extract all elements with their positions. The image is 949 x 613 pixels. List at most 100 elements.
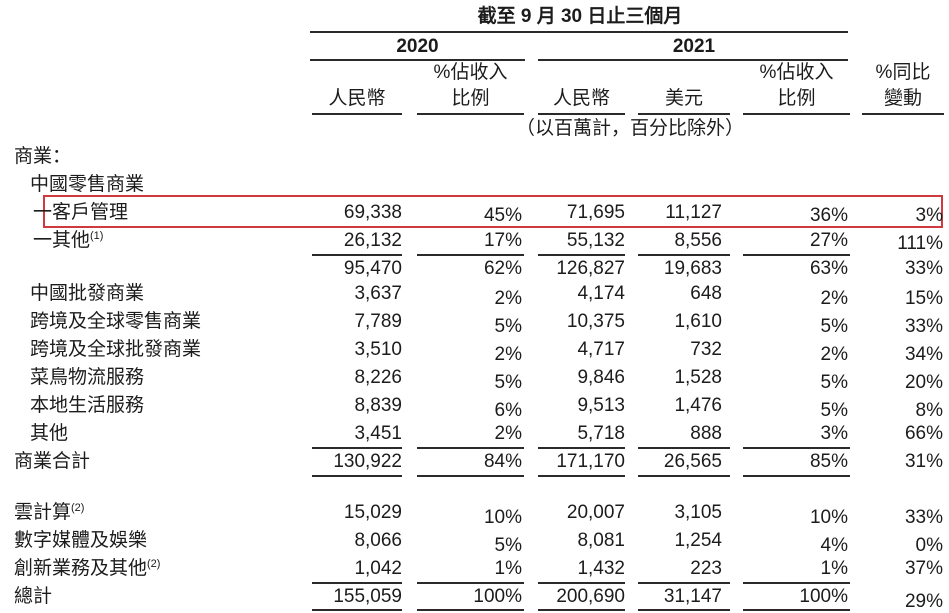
column-rule: [638, 582, 730, 584]
cell-rmb-2021: 200,690: [556, 586, 625, 607]
col-yoy-header-line1: %同比: [875, 62, 931, 83]
column-rule: [638, 475, 730, 477]
cell-yoy-change: 33%: [904, 507, 943, 528]
column-rule: [638, 609, 730, 611]
col-2021-rmb-header: 人民幣: [552, 88, 610, 109]
row-label: 本地生活服務: [30, 395, 144, 417]
cell-usd-2021: 11,127: [665, 202, 722, 223]
cell-pct-2021: 36%: [809, 205, 848, 226]
cell-pct-2021: 4%: [820, 535, 848, 556]
cell-yoy-change: 29%: [904, 591, 943, 612]
cell-pct-2020: 84%: [483, 451, 522, 472]
col-rule: [538, 113, 625, 115]
year-2020-rule: [310, 59, 525, 61]
column-rule: [743, 475, 850, 477]
cell-rmb-2021: 8,081: [577, 530, 625, 551]
cell-yoy-change: 8%: [915, 400, 943, 421]
cell-pct-2020: 6%: [494, 400, 522, 421]
cell-rmb-2021: 4,717: [577, 339, 625, 360]
cell-rmb-2021: 9,513: [577, 395, 625, 416]
cell-pct-2020: 45%: [483, 205, 522, 226]
col-rule: [862, 113, 944, 115]
cell-pct-2021: 100%: [799, 586, 848, 607]
cell-usd-2021: 732: [690, 339, 722, 360]
cell-usd-2021: 31,147: [663, 586, 722, 607]
cell-yoy-change: 31%: [904, 451, 943, 472]
cell-pct-2020: 62%: [483, 258, 522, 279]
cell-pct-2021: 5%: [820, 372, 848, 393]
cell-rmb-2020: 8,839: [354, 395, 402, 416]
row-label: 其他: [30, 423, 68, 445]
column-rule: [743, 582, 850, 584]
cell-usd-2021: 1,610: [674, 311, 722, 332]
row-label-text: 一客戶管理: [33, 202, 129, 223]
row-label-text: 一其他: [33, 230, 91, 251]
column-rule: [417, 475, 524, 477]
cell-pct-2021: 2%: [820, 288, 848, 309]
cell-rmb-2020: 3,510: [354, 339, 402, 360]
cell-rmb-2021: 5,718: [577, 423, 625, 444]
row-label: 跨境及全球批發商業: [30, 339, 201, 361]
cell-rmb-2020: 130,922: [333, 451, 402, 472]
header-rule-top: [310, 31, 848, 33]
cell-pct-2021: 85%: [809, 451, 848, 472]
row-label-text: 總計: [14, 586, 53, 607]
cell-yoy-change: 20%: [904, 372, 943, 393]
row-label: 數字媒體及娛樂: [14, 530, 147, 552]
row-label-text: 雲計算: [14, 502, 72, 523]
column-rule: [538, 254, 625, 256]
cell-yoy-change: 0%: [915, 535, 943, 556]
cell-pct-2021: 1%: [820, 558, 848, 579]
year-2021-rule: [538, 59, 848, 61]
cell-yoy-change: 34%: [904, 344, 943, 365]
cell-pct-2020: 5%: [494, 316, 522, 337]
cell-yoy-change: 111%: [897, 233, 943, 254]
cell-rmb-2020: 3,451: [354, 423, 402, 444]
column-rule: [417, 609, 524, 611]
column-rule: [417, 447, 524, 449]
cell-rmb-2020: 69,338: [343, 202, 402, 223]
column-rule: [417, 254, 524, 256]
column-rule: [312, 582, 402, 584]
cell-rmb-2020: 155,059: [333, 586, 402, 607]
col-2020-rmb-header: 人民幣: [328, 88, 386, 109]
row-label-text: 本地生活服務: [30, 395, 145, 416]
row-label: 總計: [14, 586, 52, 608]
cell-yoy-change: 33%: [904, 258, 943, 279]
cell-usd-2021: 888: [690, 423, 722, 444]
row-label-text: 跨境及全球批發商業: [30, 339, 202, 360]
cell-usd-2021: 1,528: [674, 367, 722, 388]
col-rule: [312, 113, 402, 115]
cell-rmb-2021: 1,432: [577, 558, 625, 579]
column-rule: [538, 609, 625, 611]
column-rule: [312, 447, 402, 449]
cell-rmb-2021: 4,174: [577, 283, 625, 304]
col-rule: [417, 113, 524, 115]
col-yoy-header-line2: 變動: [883, 88, 922, 109]
col-2020-pct-header-line1: %佔收入: [433, 62, 508, 83]
footnote-marker: (1): [90, 230, 104, 242]
cell-rmb-2021: 171,170: [556, 451, 625, 472]
cell-pct-2021: 5%: [820, 316, 848, 337]
row-label-text: 跨境及全球零售商業: [30, 311, 202, 332]
cell-yoy-change: 3%: [915, 205, 943, 226]
cell-rmb-2020: 95,470: [343, 258, 402, 279]
col-2021-usd-header: 美元: [664, 88, 703, 109]
column-rule: [538, 447, 625, 449]
footnote-marker: (2): [71, 502, 85, 514]
cell-pct-2020: 2%: [494, 288, 522, 309]
cell-rmb-2020: 8,226: [354, 367, 402, 388]
china-retail-label: 中國零售商業: [30, 174, 145, 195]
cell-pct-2020: 2%: [494, 344, 522, 365]
row-label: 一客戶管理: [33, 202, 128, 224]
cell-rmb-2021: 71,695: [566, 202, 625, 223]
col-rule: [743, 113, 850, 115]
column-rule: [743, 254, 850, 256]
column-rule: [538, 475, 625, 477]
cell-usd-2021: 3,105: [674, 502, 722, 523]
cell-usd-2021: 1,476: [674, 395, 722, 416]
col-2020-pct-header-line2: 比例: [451, 88, 490, 109]
row-label: 中國批發商業: [30, 283, 144, 305]
col-2021-pct-header-line1: %佔收入: [759, 62, 834, 83]
cell-usd-2021: 648: [690, 283, 722, 304]
